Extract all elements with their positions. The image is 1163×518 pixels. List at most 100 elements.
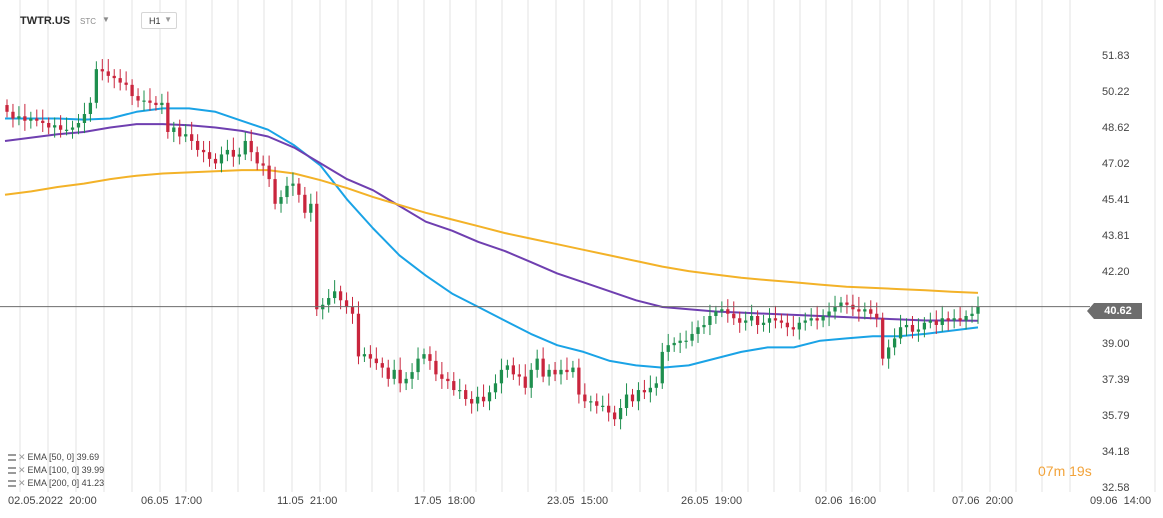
- candle-body: [201, 149, 206, 153]
- candle-body: [654, 383, 658, 388]
- candle-body: [779, 320, 784, 323]
- candle-body: [803, 320, 807, 323]
- candle-body: [809, 318, 813, 321]
- candle-body: [118, 78, 122, 83]
- indicator-settings-icon[interactable]: [8, 467, 16, 474]
- source-dropdown-icon[interactable]: ▼: [102, 15, 110, 24]
- remove-indicator-icon[interactable]: ✕: [18, 452, 26, 462]
- candle-body: [928, 320, 932, 323]
- remove-indicator-icon[interactable]: ✕: [18, 465, 26, 475]
- candle-body: [261, 163, 265, 166]
- candle-body: [881, 318, 885, 359]
- candle-body: [761, 322, 766, 325]
- indicator-ema-200[interactable]: ✕ EMA [200, 0] 41.23: [8, 478, 104, 489]
- source-label[interactable]: STC: [80, 17, 96, 26]
- indicator-settings-icon[interactable]: [8, 480, 16, 487]
- candle-body: [136, 96, 140, 101]
- candle-body: [684, 340, 688, 342]
- candle-body: [815, 318, 819, 321]
- ema-line-50: [5, 107, 979, 369]
- candle-body: [672, 342, 676, 346]
- candle-body: [910, 324, 915, 332]
- candle-body: [898, 327, 903, 339]
- candle-body: [190, 134, 194, 141]
- candle-body: [160, 102, 164, 106]
- candle-body: [726, 309, 730, 314]
- candle-body: [738, 318, 742, 323]
- x-tick-label: 17.05 18:00: [414, 495, 475, 507]
- x-tick-label: 02.05.2022 20:00: [8, 495, 97, 507]
- candle-body: [47, 122, 51, 128]
- candle-body: [237, 154, 241, 157]
- candle-body: [17, 116, 21, 119]
- candle-body: [535, 358, 539, 370]
- x-tick-label: 07.06 20:00: [952, 495, 1013, 507]
- candle-body: [112, 75, 116, 79]
- remove-indicator-icon[interactable]: ✕: [18, 478, 26, 488]
- candle-body: [571, 367, 575, 373]
- candle-body: [755, 315, 760, 325]
- candle-body: [869, 309, 873, 314]
- candle-body: [124, 82, 128, 85]
- candle-body: [863, 309, 867, 312]
- candle-body: [618, 408, 623, 420]
- candle-body: [595, 401, 599, 406]
- timeframe-value: H1: [149, 16, 161, 26]
- candle-body: [249, 140, 253, 153]
- candle-body: [583, 394, 587, 402]
- candle-body: [732, 313, 736, 319]
- candle-body: [106, 71, 110, 76]
- candle-body: [452, 381, 456, 391]
- candle-body: [362, 354, 367, 357]
- candle-body: [553, 369, 557, 375]
- candle-body: [309, 203, 313, 213]
- indicator-label: EMA [100, 0]: [27, 465, 80, 475]
- candle-body: [356, 313, 361, 357]
- candle-body: [225, 149, 230, 155]
- candle-body: [195, 140, 200, 150]
- candle-body: [291, 183, 295, 186]
- y-tick-label: 37.39: [1102, 374, 1130, 386]
- indicator-value: 41.23: [81, 478, 105, 488]
- candle-body: [207, 152, 212, 159]
- y-tick-label: 51.83: [1102, 50, 1130, 62]
- candle-body: [267, 165, 271, 180]
- candle-body: [833, 307, 837, 312]
- candle-body: [916, 329, 921, 332]
- candle-body: [607, 405, 611, 413]
- ema-line-100: [4, 123, 979, 322]
- symbol-label[interactable]: TWTR.US: [20, 15, 71, 27]
- candle-body: [678, 340, 682, 343]
- candle-body: [785, 322, 790, 328]
- candle-body: [612, 412, 617, 420]
- candle-body: [744, 320, 748, 323]
- candle-body: [142, 100, 146, 102]
- candle-body: [821, 315, 825, 321]
- candle-body: [541, 358, 545, 377]
- candle-body: [392, 369, 396, 379]
- candle-body: [952, 318, 956, 321]
- timeframe-select[interactable]: H1 ▼: [141, 12, 177, 29]
- indicator-ema-100[interactable]: ✕ EMA [100, 0] 39.99: [8, 465, 104, 476]
- candle-body: [577, 367, 581, 395]
- candle-body: [279, 197, 283, 204]
- chevron-down-icon: ▼: [164, 15, 172, 24]
- candle-body: [166, 102, 170, 132]
- candle-body: [434, 360, 438, 375]
- y-tick-label: 39.00: [1102, 338, 1130, 350]
- y-tick-label: 42.20: [1102, 266, 1130, 278]
- x-tick-label: 26.05 19:00: [681, 495, 742, 507]
- indicator-settings-icon[interactable]: [8, 454, 16, 461]
- candle-body: [58, 125, 63, 130]
- ema-line-200: [4, 169, 979, 294]
- candle-body: [565, 369, 569, 373]
- candle-body: [416, 358, 420, 373]
- candle-body: [839, 302, 843, 308]
- y-tick-label: 43.81: [1102, 230, 1130, 242]
- candle-body: [887, 347, 891, 359]
- x-tick-label: 02.06 16:00: [815, 495, 876, 507]
- indicator-ema-50[interactable]: ✕ EMA [50, 0] 39.69: [8, 452, 99, 463]
- candle-body: [35, 118, 39, 121]
